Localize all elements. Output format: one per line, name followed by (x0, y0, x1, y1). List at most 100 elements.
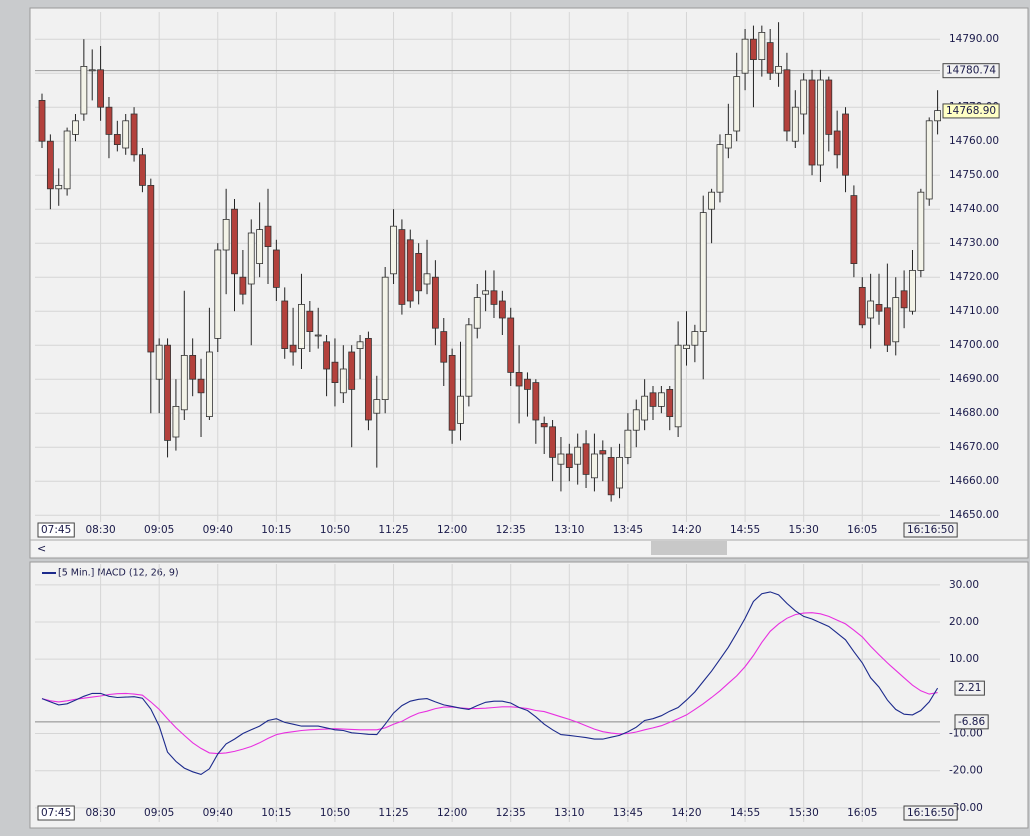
last-price-label: 14768.90 (946, 105, 996, 117)
candle-body (272, 249, 280, 288)
candle-body (758, 32, 766, 61)
x-start-label: 07:45 (41, 524, 71, 536)
candle-body (766, 42, 774, 74)
candle-body (649, 392, 657, 407)
y-tick-label: -10.00 (949, 728, 983, 740)
candle-body (674, 344, 682, 428)
candle-body (917, 191, 925, 271)
y-tick-label: 20.00 (949, 616, 979, 628)
x-tick-label: 09:05 (144, 524, 174, 536)
candle-body (775, 66, 782, 74)
candle-body (599, 450, 607, 455)
last-value-label-box (954, 714, 989, 730)
y-tick-label: 14690.00 (949, 373, 999, 385)
candle-body (858, 286, 866, 326)
x-end-label-box (903, 522, 958, 538)
candle-body (55, 184, 63, 190)
x-tick-label: 11:25 (378, 524, 408, 536)
candle-body (791, 106, 799, 142)
last-value-label: -6.86 (958, 716, 985, 728)
price-panel (29, 7, 1029, 559)
candle-body (46, 140, 54, 190)
candle-body (139, 154, 146, 186)
candle-body (833, 130, 841, 156)
x-tick-label: 09:40 (203, 524, 233, 536)
x-tick-label: 11:25 (378, 807, 408, 819)
last-value-label-box (954, 680, 985, 696)
candle-body (716, 144, 724, 193)
candle-body (222, 218, 230, 251)
scroll-left-arrow[interactable]: < (37, 542, 46, 555)
candle-body (540, 422, 548, 428)
candle-body (817, 79, 824, 166)
candle-body (741, 38, 749, 74)
x-start-label: 07:45 (41, 807, 71, 819)
candle-body (231, 208, 238, 275)
candle-body (239, 276, 247, 295)
x-end-label: 16:16:50 (907, 807, 954, 819)
candle-body (314, 334, 322, 337)
candle-body (398, 229, 406, 305)
candle-body (582, 443, 590, 475)
price-plot: 14650.00 14660.00 14670.00 14680.00 14690.00… (35, 12, 1000, 538)
x-tick-label: 12:00 (437, 807, 467, 819)
y-tick-label: 14790.00 (949, 33, 999, 45)
x-start-label-box (37, 522, 75, 538)
candle-body (733, 76, 741, 132)
candle-body (331, 361, 339, 384)
y-tick-label: 30.00 (949, 579, 979, 591)
x-tick-label: 12:35 (496, 524, 526, 536)
candle-body (708, 191, 715, 210)
candle-body (473, 297, 481, 329)
y-tick-label: 14750.00 (949, 169, 999, 181)
candle-body (80, 66, 88, 115)
macd-line (41, 612, 938, 755)
candle-body (264, 225, 272, 247)
macd-line (41, 591, 939, 776)
x-tick-label: 08:30 (85, 524, 115, 536)
candle-body (591, 453, 598, 479)
candle-body (465, 324, 473, 397)
price-line-label: 14780.74 (946, 65, 996, 77)
y-tick-label: 14760.00 (949, 135, 999, 147)
candle-body (214, 249, 222, 339)
candle-body (306, 310, 314, 333)
candle-body (800, 79, 808, 115)
candle-body (440, 331, 448, 363)
scroll-thumb[interactable] (651, 541, 727, 555)
candle-body (557, 453, 565, 465)
candle-body (666, 388, 674, 417)
y-tick-label: -20.00 (949, 765, 983, 777)
x-tick-label: 16:05 (847, 524, 877, 536)
candle-body (825, 79, 833, 135)
y-tick-label: 14680.00 (949, 407, 999, 419)
last-price-label-box (942, 103, 1000, 119)
candle-body (875, 303, 883, 312)
candle-body (532, 382, 540, 421)
x-tick-label: 13:10 (554, 524, 584, 536)
candle-body (750, 38, 757, 61)
candle-body (348, 351, 356, 390)
x-tick-label: 10:15 (261, 807, 291, 819)
candle-body (247, 232, 255, 285)
x-tick-label: 10:50 (320, 807, 350, 819)
candle-body (298, 303, 305, 349)
candle-body (842, 113, 849, 176)
candle-body (113, 133, 121, 145)
x-tick-label: 16:05 (847, 807, 877, 819)
candle-body (415, 252, 423, 292)
candle-body (657, 392, 665, 407)
candle-body (431, 276, 439, 329)
y-tick-label: 14660.00 (949, 475, 999, 487)
candle-body (448, 354, 456, 431)
candle-body (205, 351, 213, 417)
macd-panel (29, 561, 1029, 829)
x-tick-label: 08:30 (85, 807, 115, 819)
candle-body (457, 395, 464, 424)
y-tick-label: 14740.00 (949, 203, 999, 215)
candle-body (38, 100, 46, 142)
scrollbar[interactable] (32, 541, 1026, 556)
candle-body (808, 79, 816, 166)
candle-body (423, 273, 431, 285)
